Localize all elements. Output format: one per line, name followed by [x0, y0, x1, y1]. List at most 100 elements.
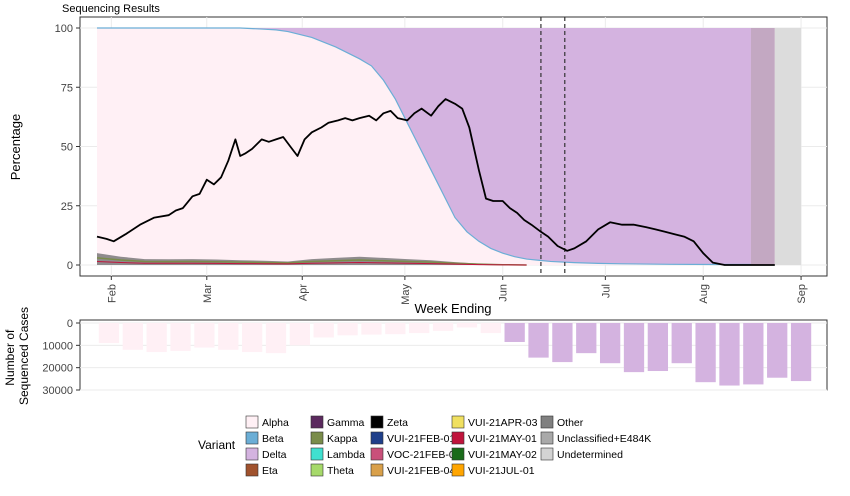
case-bar: [146, 323, 167, 353]
percentage-line: [96, 98, 775, 266]
legend-entry: Kappa: [327, 433, 358, 445]
legend-entry: VUI-21FEB-04: [387, 465, 455, 477]
bottom-y-label-line2: Sequenced Cases: [17, 307, 31, 405]
bottom-y-label-line1: Number of: [3, 329, 17, 386]
legend-swatch: [310, 463, 324, 477]
case-bar: [385, 323, 406, 335]
case-bar: [170, 323, 191, 351]
legend-entry: Other: [557, 417, 584, 429]
case-bar: [528, 323, 549, 358]
legend: Variant Alpha Beta Delta Eta Gamma Kappa Lambd…: [198, 415, 651, 477]
legend-entry: Lambda: [327, 449, 365, 461]
legend-entry: Delta: [262, 449, 287, 461]
legend-swatch: [245, 415, 259, 429]
top-y-tick-label: 0: [67, 260, 73, 272]
case-bar: [767, 323, 788, 378]
vui-may-band: [96, 260, 527, 266]
legend-swatch: [451, 463, 465, 477]
kappa-band: [96, 257, 527, 266]
case-bar: [719, 323, 740, 386]
legend-swatch: [370, 431, 384, 445]
case-bar: [671, 323, 692, 364]
legend-swatch: [540, 415, 554, 429]
legend-entry: VOC-21FEB-02: [387, 449, 461, 461]
top-x-label: Week Ending: [414, 301, 491, 316]
case-bar: [647, 323, 669, 372]
case-bar: [98, 323, 120, 344]
case-bar: [122, 323, 143, 350]
case-bar: [695, 323, 716, 383]
case-bar: [194, 323, 215, 348]
top-x-tick-label: Apr: [297, 284, 309, 301]
bottom-y-tick-label: 10000: [42, 340, 73, 352]
case-bar: [743, 323, 764, 385]
top-line: [96, 98, 775, 266]
top-areas: [96, 17, 802, 276]
legend-entry: Beta: [262, 433, 284, 445]
top-x-tick-label: Sep: [796, 284, 808, 304]
case-bar: [337, 323, 358, 336]
top-x-tick-label: Aug: [698, 284, 710, 304]
legend-swatch: [245, 463, 259, 477]
legend-entry: VUI-21JUL-01: [468, 465, 535, 477]
bottom-bars: [98, 323, 812, 386]
legend-entry: Zeta: [387, 417, 408, 429]
legend-entry: Undetermined: [557, 449, 623, 461]
legend-title: Variant: [198, 438, 236, 452]
top-x-tick-label: Feb: [106, 284, 118, 303]
top-x-tick-label: Jun: [498, 284, 510, 302]
legend-entry: Eta: [262, 465, 278, 477]
legend-entry: Alpha: [262, 417, 289, 429]
legend-entry: Theta: [327, 465, 354, 477]
case-bar: [552, 323, 573, 363]
legend-swatch: [310, 447, 324, 461]
legend-swatch: [310, 415, 324, 429]
case-bar: [504, 323, 525, 342]
legend-swatch: [370, 415, 384, 429]
top-y-tick-label: 50: [61, 142, 73, 154]
top-y-tick-label: 25: [61, 201, 73, 213]
top-x-tick-label: Mar: [202, 284, 214, 303]
top-x-tick-label: Jul: [600, 284, 612, 298]
legend-entry: Unclassified+E484K: [557, 433, 651, 445]
top-x-tick-label: May: [400, 284, 412, 305]
legend-entry: VUI-21FEB-01: [387, 433, 455, 445]
case-bar: [456, 323, 478, 328]
legend-entry: VUI-21MAY-01: [468, 433, 537, 445]
legend-swatch: [245, 447, 259, 461]
top-panel: 0 25 50 75 100 Feb Mar Apr May Jun Jul Aug Sep: [55, 16, 828, 305]
bottom-y-tick-label: 0: [67, 318, 73, 330]
legend-swatch: [370, 463, 384, 477]
case-bar: [241, 323, 263, 353]
top-y-label: Percentage: [8, 114, 23, 181]
case-bar: [361, 323, 382, 335]
bottom-y-tick-label: 20000: [42, 363, 73, 375]
legend-swatch: [451, 415, 465, 429]
case-bar: [218, 323, 239, 350]
legend-swatch: [370, 447, 384, 461]
case-bar: [313, 323, 334, 338]
case-bar: [432, 323, 454, 331]
legend-entry: Gamma: [327, 417, 365, 429]
case-bar: [623, 323, 645, 373]
bottom-y-tick-label: 30000: [42, 385, 73, 397]
case-bar: [265, 323, 287, 354]
case-bar: [409, 323, 430, 334]
top-y-tick-label: 100: [55, 23, 73, 35]
bottom-y-axis: 0 10000 20000 30000: [42, 318, 80, 397]
case-bar: [790, 323, 812, 382]
case-bar: [289, 323, 311, 346]
delta-area: [97, 28, 751, 265]
case-bar: [576, 323, 597, 354]
beta-boundary: [97, 27, 751, 266]
legend-entry: VUI-21MAY-02: [468, 449, 537, 461]
legend-swatch: [540, 447, 554, 461]
top-y-axis: 0 25 50 75 100: [55, 23, 80, 272]
case-bar: [599, 323, 621, 364]
top-y-tick-label: 75: [61, 82, 73, 94]
legend-swatch: [451, 447, 465, 461]
case-bar: [480, 323, 501, 334]
legend-swatch: [540, 431, 554, 445]
bottom-y-label: Number of Sequenced Cases: [3, 307, 31, 405]
